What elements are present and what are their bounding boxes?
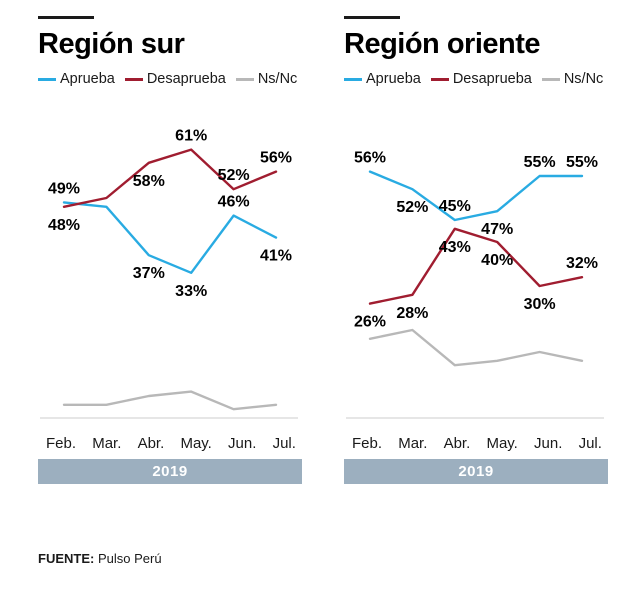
source-label: FUENTE: [38, 551, 95, 566]
month-label: May. [180, 435, 212, 452]
data-point-label: 52% [396, 199, 428, 216]
month-label: Mar. [92, 435, 122, 452]
legend-item-desaprueba: Desaprueba [430, 71, 532, 87]
legend-item-desaprueba: Desaprueba [124, 71, 226, 87]
data-point-label: 56% [354, 150, 386, 167]
series-line-desaprueba [62, 148, 278, 209]
month-label: Jun. [534, 435, 563, 452]
data-point-label: 48% [48, 217, 80, 234]
charts-wrap: Región sur Aprueba Desaprueba Ns/Nc 49% 3… [38, 16, 608, 484]
legend-label: Ns/Nc [563, 71, 604, 87]
month-label: Feb. [46, 435, 77, 452]
data-point-label: 47% [481, 221, 513, 238]
desaprueba-line-icon [430, 77, 449, 81]
legend-label: Ns/Nc [257, 71, 298, 87]
legend-label: Aprueba [60, 71, 115, 87]
line-chart-oriente: 56% 52% 45% 47% 55% 55% 26% 28% 43% 40% 30% 32% [346, 150, 604, 419]
data-point-label: 56% [260, 150, 292, 167]
series-line-nsnc [62, 390, 278, 411]
month-label: Jul. [578, 435, 602, 452]
line-chart-sur: 49% 37% 33% 46% 41% 48% 58% 61% 52% 56% [40, 128, 298, 419]
legend-label: Aprueba [366, 71, 421, 87]
nsnc-line-icon [235, 77, 254, 81]
series-line-desaprueba [368, 227, 584, 305]
series-line-nsnc [368, 328, 584, 367]
data-point-label: 32% [566, 255, 598, 272]
legend-item-nsnc: Ns/Nc [541, 71, 604, 87]
data-point-label: 28% [396, 305, 428, 322]
data-point-label: 33% [175, 283, 207, 300]
month-label: Abr. [137, 435, 165, 452]
data-point-label: 55% [524, 154, 556, 171]
title-rule [344, 16, 400, 19]
nsnc-line-icon [541, 77, 560, 81]
source-value: Pulso Perú [97, 551, 162, 566]
chart-title-sur: Región sur [38, 28, 185, 60]
data-point-label: 46% [218, 194, 250, 211]
legend-item-nsnc: Ns/Nc [235, 71, 298, 87]
data-point-label: 43% [439, 239, 471, 256]
legend-label: Desaprueba [452, 71, 532, 87]
data-point-label: 55% [566, 154, 598, 171]
legend-label: Desaprueba [146, 71, 226, 87]
month-label: Mar. [398, 435, 428, 452]
month-label: Feb. [352, 435, 383, 452]
data-point-label: 41% [260, 248, 292, 265]
data-point-label: 45% [439, 198, 471, 215]
data-point-label: 40% [481, 252, 513, 269]
legend-sur: Aprueba Desaprueba Ns/Nc [38, 71, 302, 87]
data-point-label: 30% [524, 296, 556, 313]
data-point-label: 58% [133, 173, 165, 190]
legend-item-aprueba: Aprueba [344, 71, 421, 87]
aprueba-line-icon [344, 77, 362, 81]
data-point-label: 52% [218, 167, 250, 184]
series-line-aprueba [62, 201, 278, 275]
x-axis-months-oriente: Feb. Mar. Abr. May. Jun. Jul. [344, 433, 608, 452]
month-label: Jul. [272, 435, 296, 452]
year-band-sur: 2019 [38, 459, 302, 484]
chart-title-oriente: Región oriente [344, 28, 541, 60]
month-label: Abr. [443, 435, 471, 452]
x-axis-months-sur: Feb. Mar. Abr. May. Jun. Jul. [38, 433, 302, 452]
data-point-label: 37% [133, 265, 165, 282]
desaprueba-line-icon [124, 77, 143, 81]
data-point-label: 26% [354, 314, 386, 331]
year-label: 2019 [152, 463, 188, 480]
year-band-oriente: 2019 [344, 459, 608, 484]
title-rule [38, 16, 94, 19]
year-label: 2019 [458, 463, 494, 480]
chart-column-oriente: Región oriente Aprueba Desaprueba Ns/Nc … [344, 16, 608, 484]
month-label: Jun. [228, 435, 257, 452]
chart-column-sur: Región sur Aprueba Desaprueba Ns/Nc 49% 3… [38, 16, 302, 484]
data-point-label: 61% [175, 128, 207, 145]
series-line-aprueba [368, 170, 584, 222]
legend-oriente: Aprueba Desaprueba Ns/Nc [344, 71, 608, 87]
source-footer: FUENTE: Pulso Perú [38, 551, 162, 566]
data-point-label: 49% [48, 180, 80, 197]
month-label: May. [486, 435, 518, 452]
aprueba-line-icon [38, 77, 56, 81]
legend-item-aprueba: Aprueba [38, 71, 115, 87]
